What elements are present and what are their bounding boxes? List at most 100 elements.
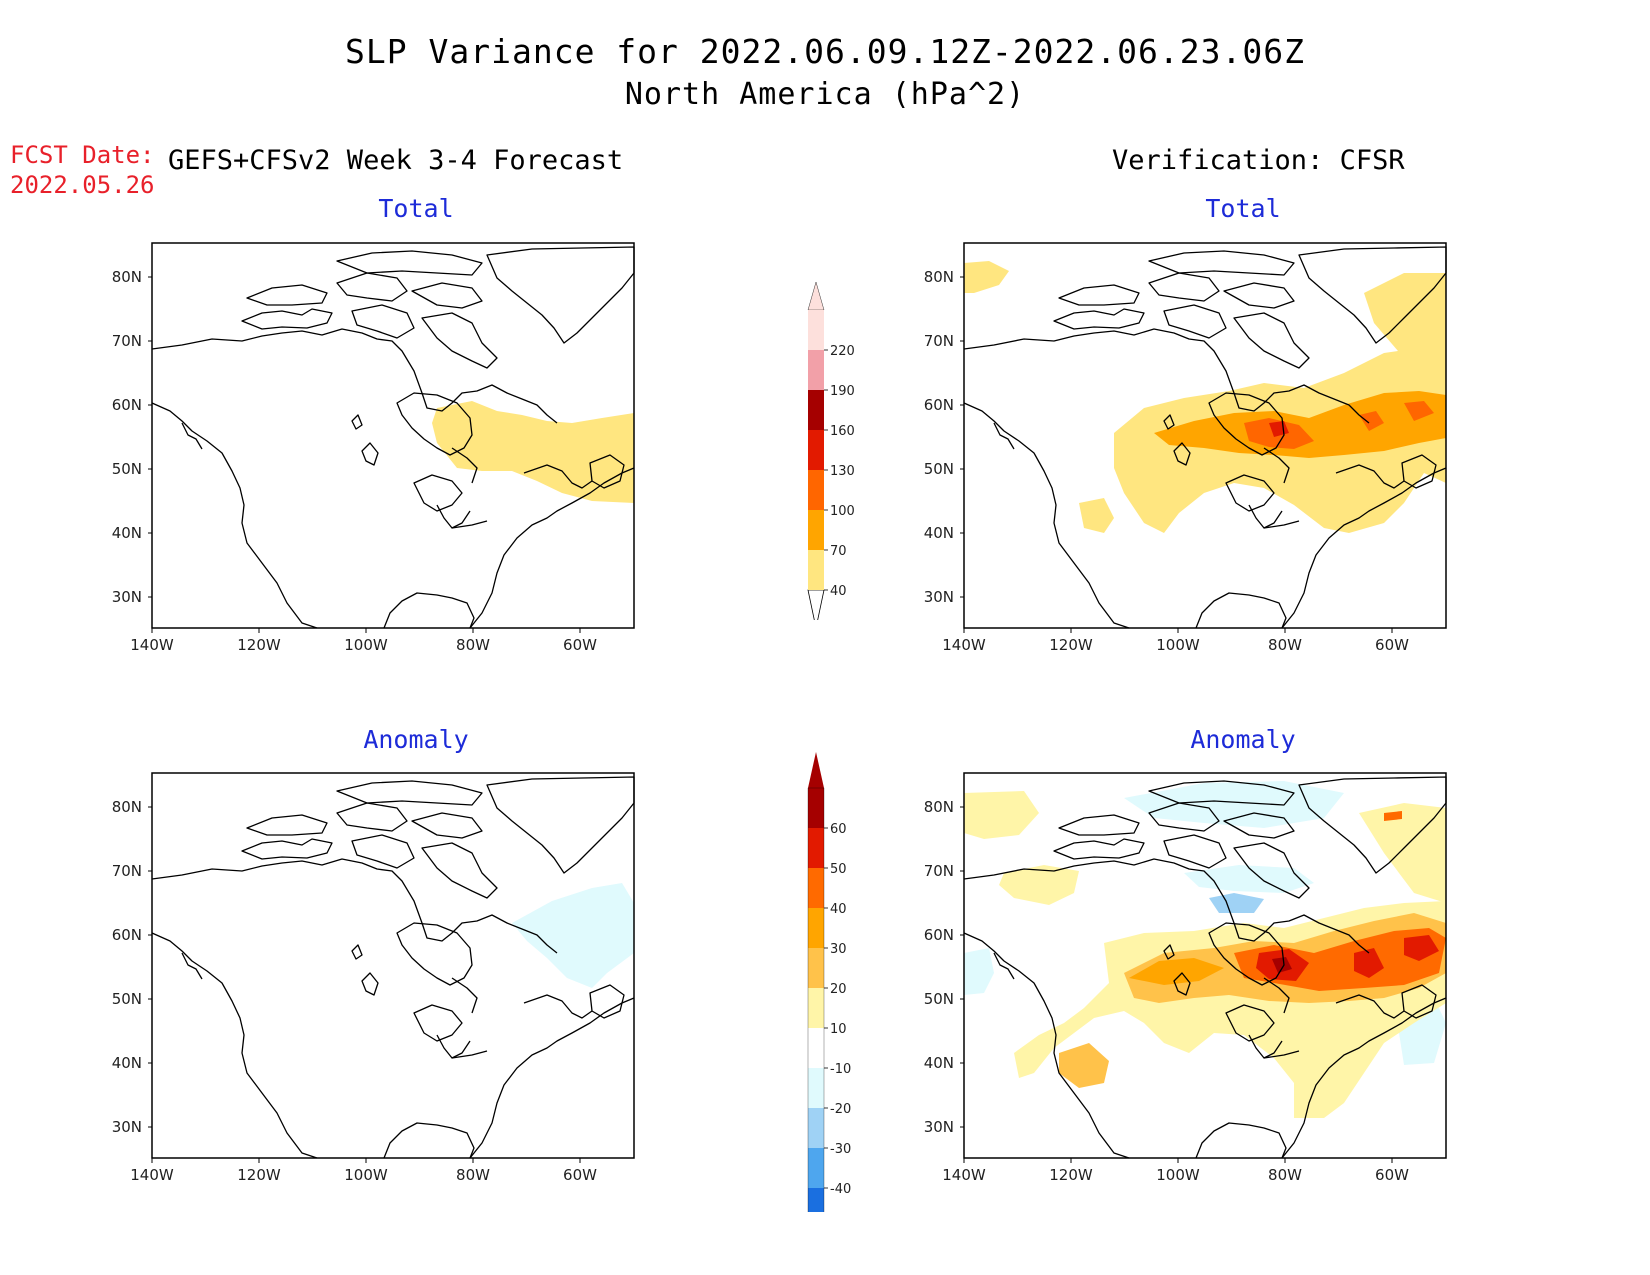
lon-tick-label: 80W xyxy=(1268,1166,1302,1184)
lat-tick-label: 60N xyxy=(112,396,142,414)
colorbar-level-label: 190 xyxy=(830,384,855,399)
colorbar-level-label: -20 xyxy=(830,1102,851,1117)
main-title: SLP Variance for 2022.06.09.12Z-2022.06.… xyxy=(345,32,1305,71)
forecast-total-map: 80N 70N 60N 50N 40N 30N 140W 120W 100W 80W 60W xyxy=(112,242,635,654)
colorbar-segment xyxy=(808,390,824,430)
verification-anomaly-title: Anomaly xyxy=(1190,725,1296,754)
colorbar-segment xyxy=(808,948,824,988)
lat-tick-label: 70N xyxy=(924,332,954,350)
colorbar-segment xyxy=(808,1188,824,1212)
colorbar-level-label: 30 xyxy=(830,942,847,957)
colorbar-segment xyxy=(808,350,824,390)
lon-tick-label: 60W xyxy=(563,636,597,654)
forecast-column-title: GEFS+CFSv2 Week 3-4 Forecast xyxy=(168,145,624,176)
colorbar-segment xyxy=(808,828,824,868)
colorbar-outline xyxy=(807,787,825,1212)
lon-tick-label: 100W xyxy=(344,636,388,654)
forecast-anomaly-title: Anomaly xyxy=(363,725,469,754)
colorbar-level-label: 160 xyxy=(830,424,855,439)
lon-tick-label: 60W xyxy=(1375,636,1409,654)
colorbar-level-label: 10 xyxy=(830,1022,847,1037)
colorbar-level-label: 40 xyxy=(830,584,847,599)
colorbar-segment xyxy=(808,1028,824,1068)
anomaly-colorbar: 60 50 40 30 20 10 -10 -20 -30 -40 xyxy=(807,752,851,1212)
verification-total-map: 80N 70N 60N 50N 40N 30N 140W 120W 100W 80W 60W xyxy=(924,242,1447,654)
map-background xyxy=(152,773,634,1158)
lat-tick-label: 50N xyxy=(924,460,954,478)
lat-tick-label: 80N xyxy=(924,268,954,286)
fcst-date-label: FCST Date: xyxy=(10,141,155,169)
lon-tick-label: 60W xyxy=(1375,1166,1409,1184)
lat-tick-label: 40N xyxy=(924,1054,954,1072)
lon-tick-label: 120W xyxy=(237,1166,281,1184)
map-frame xyxy=(963,772,1447,1159)
lon-tick-label: 80W xyxy=(456,636,490,654)
lon-tick-label: 100W xyxy=(1156,1166,1200,1184)
colorbar-level-label: -10 xyxy=(830,1062,851,1077)
forecast-anomaly-shading xyxy=(512,883,634,988)
lon-tick-label: 140W xyxy=(942,636,986,654)
lat-tick-label: 30N xyxy=(924,588,954,606)
lat-tick-label: 70N xyxy=(112,332,142,350)
lon-tick-label: 140W xyxy=(130,636,174,654)
lat-tick-label: 40N xyxy=(112,524,142,542)
lon-tick-label: 140W xyxy=(942,1166,986,1184)
lat-tick-label: 40N xyxy=(112,1054,142,1072)
total-colorbar: 40 70 100 130 160 190 220 xyxy=(807,281,855,620)
map-frame xyxy=(151,772,635,1159)
colorbar-segment xyxy=(808,1068,824,1108)
lat-tick-label: 60N xyxy=(112,926,142,944)
colorbar-level-label: 40 xyxy=(830,902,847,917)
lat-tick-label: 30N xyxy=(112,1118,142,1136)
main-subtitle: North America (hPa^2) xyxy=(624,77,1026,112)
colorbar-level-label: 220 xyxy=(830,344,855,359)
lon-tick-label: 140W xyxy=(130,1166,174,1184)
map-frame xyxy=(151,242,635,629)
lat-tick-label: 50N xyxy=(112,990,142,1008)
lat-tick-label: 40N xyxy=(924,524,954,542)
colorbar-lower-arrow xyxy=(807,589,825,620)
forecast-anomaly-map: 80N 70N 60N 50N 40N 30N 140W 120W 100W 80W 60W xyxy=(112,772,635,1184)
colorbar-upper-arrow xyxy=(807,281,825,311)
lon-tick-label: 100W xyxy=(344,1166,388,1184)
colorbar-segment xyxy=(808,908,824,948)
colorbar-level-label: -40 xyxy=(830,1182,851,1197)
verification-total-title: Total xyxy=(1205,194,1281,223)
lat-tick-label: 80N xyxy=(112,268,142,286)
colorbar-segment xyxy=(808,310,824,350)
colorbar-segment xyxy=(808,510,824,550)
lon-tick-label: 80W xyxy=(456,1166,490,1184)
lon-tick-label: 120W xyxy=(237,636,281,654)
colorbar-level-label: 70 xyxy=(830,544,847,559)
colorbar-segment xyxy=(808,788,824,828)
colorbar-level-label: 100 xyxy=(830,504,855,519)
lon-tick-label: 100W xyxy=(1156,636,1200,654)
colorbar-level-label: 60 xyxy=(830,822,847,837)
colorbar-segment xyxy=(808,1148,824,1188)
lon-tick-label: 120W xyxy=(1049,1166,1093,1184)
fcst-date-value: 2022.05.26 xyxy=(10,171,155,199)
lat-tick-label: 30N xyxy=(924,1118,954,1136)
lat-tick-label: 80N xyxy=(112,798,142,816)
colorbar-segment xyxy=(808,1108,824,1148)
lat-tick-label: 50N xyxy=(112,460,142,478)
colorbar-segment xyxy=(808,430,824,470)
fcst-date: FCST Date: 2022.05.26 xyxy=(10,140,155,200)
forecast-total-shading xyxy=(432,401,634,503)
verification-column-title: Verification: CFSR xyxy=(1112,145,1405,176)
colorbar-level-label: 130 xyxy=(830,464,855,479)
colorbar-upper-arrow xyxy=(808,752,824,788)
verification-anomaly-shading xyxy=(964,781,1446,1118)
colorbar-level-label: 20 xyxy=(830,982,847,997)
lat-tick-label: 70N xyxy=(112,862,142,880)
lat-tick-label: 60N xyxy=(924,926,954,944)
map-frame xyxy=(963,242,1447,629)
colorbar-level-label: -30 xyxy=(830,1142,851,1157)
lat-tick-label: 60N xyxy=(924,396,954,414)
colorbar-segment xyxy=(808,470,824,510)
lat-tick-label: 50N xyxy=(924,990,954,1008)
lat-tick-label: 30N xyxy=(112,588,142,606)
lon-tick-label: 80W xyxy=(1268,636,1302,654)
lat-tick-label: 80N xyxy=(924,798,954,816)
lat-tick-label: 70N xyxy=(924,862,954,880)
